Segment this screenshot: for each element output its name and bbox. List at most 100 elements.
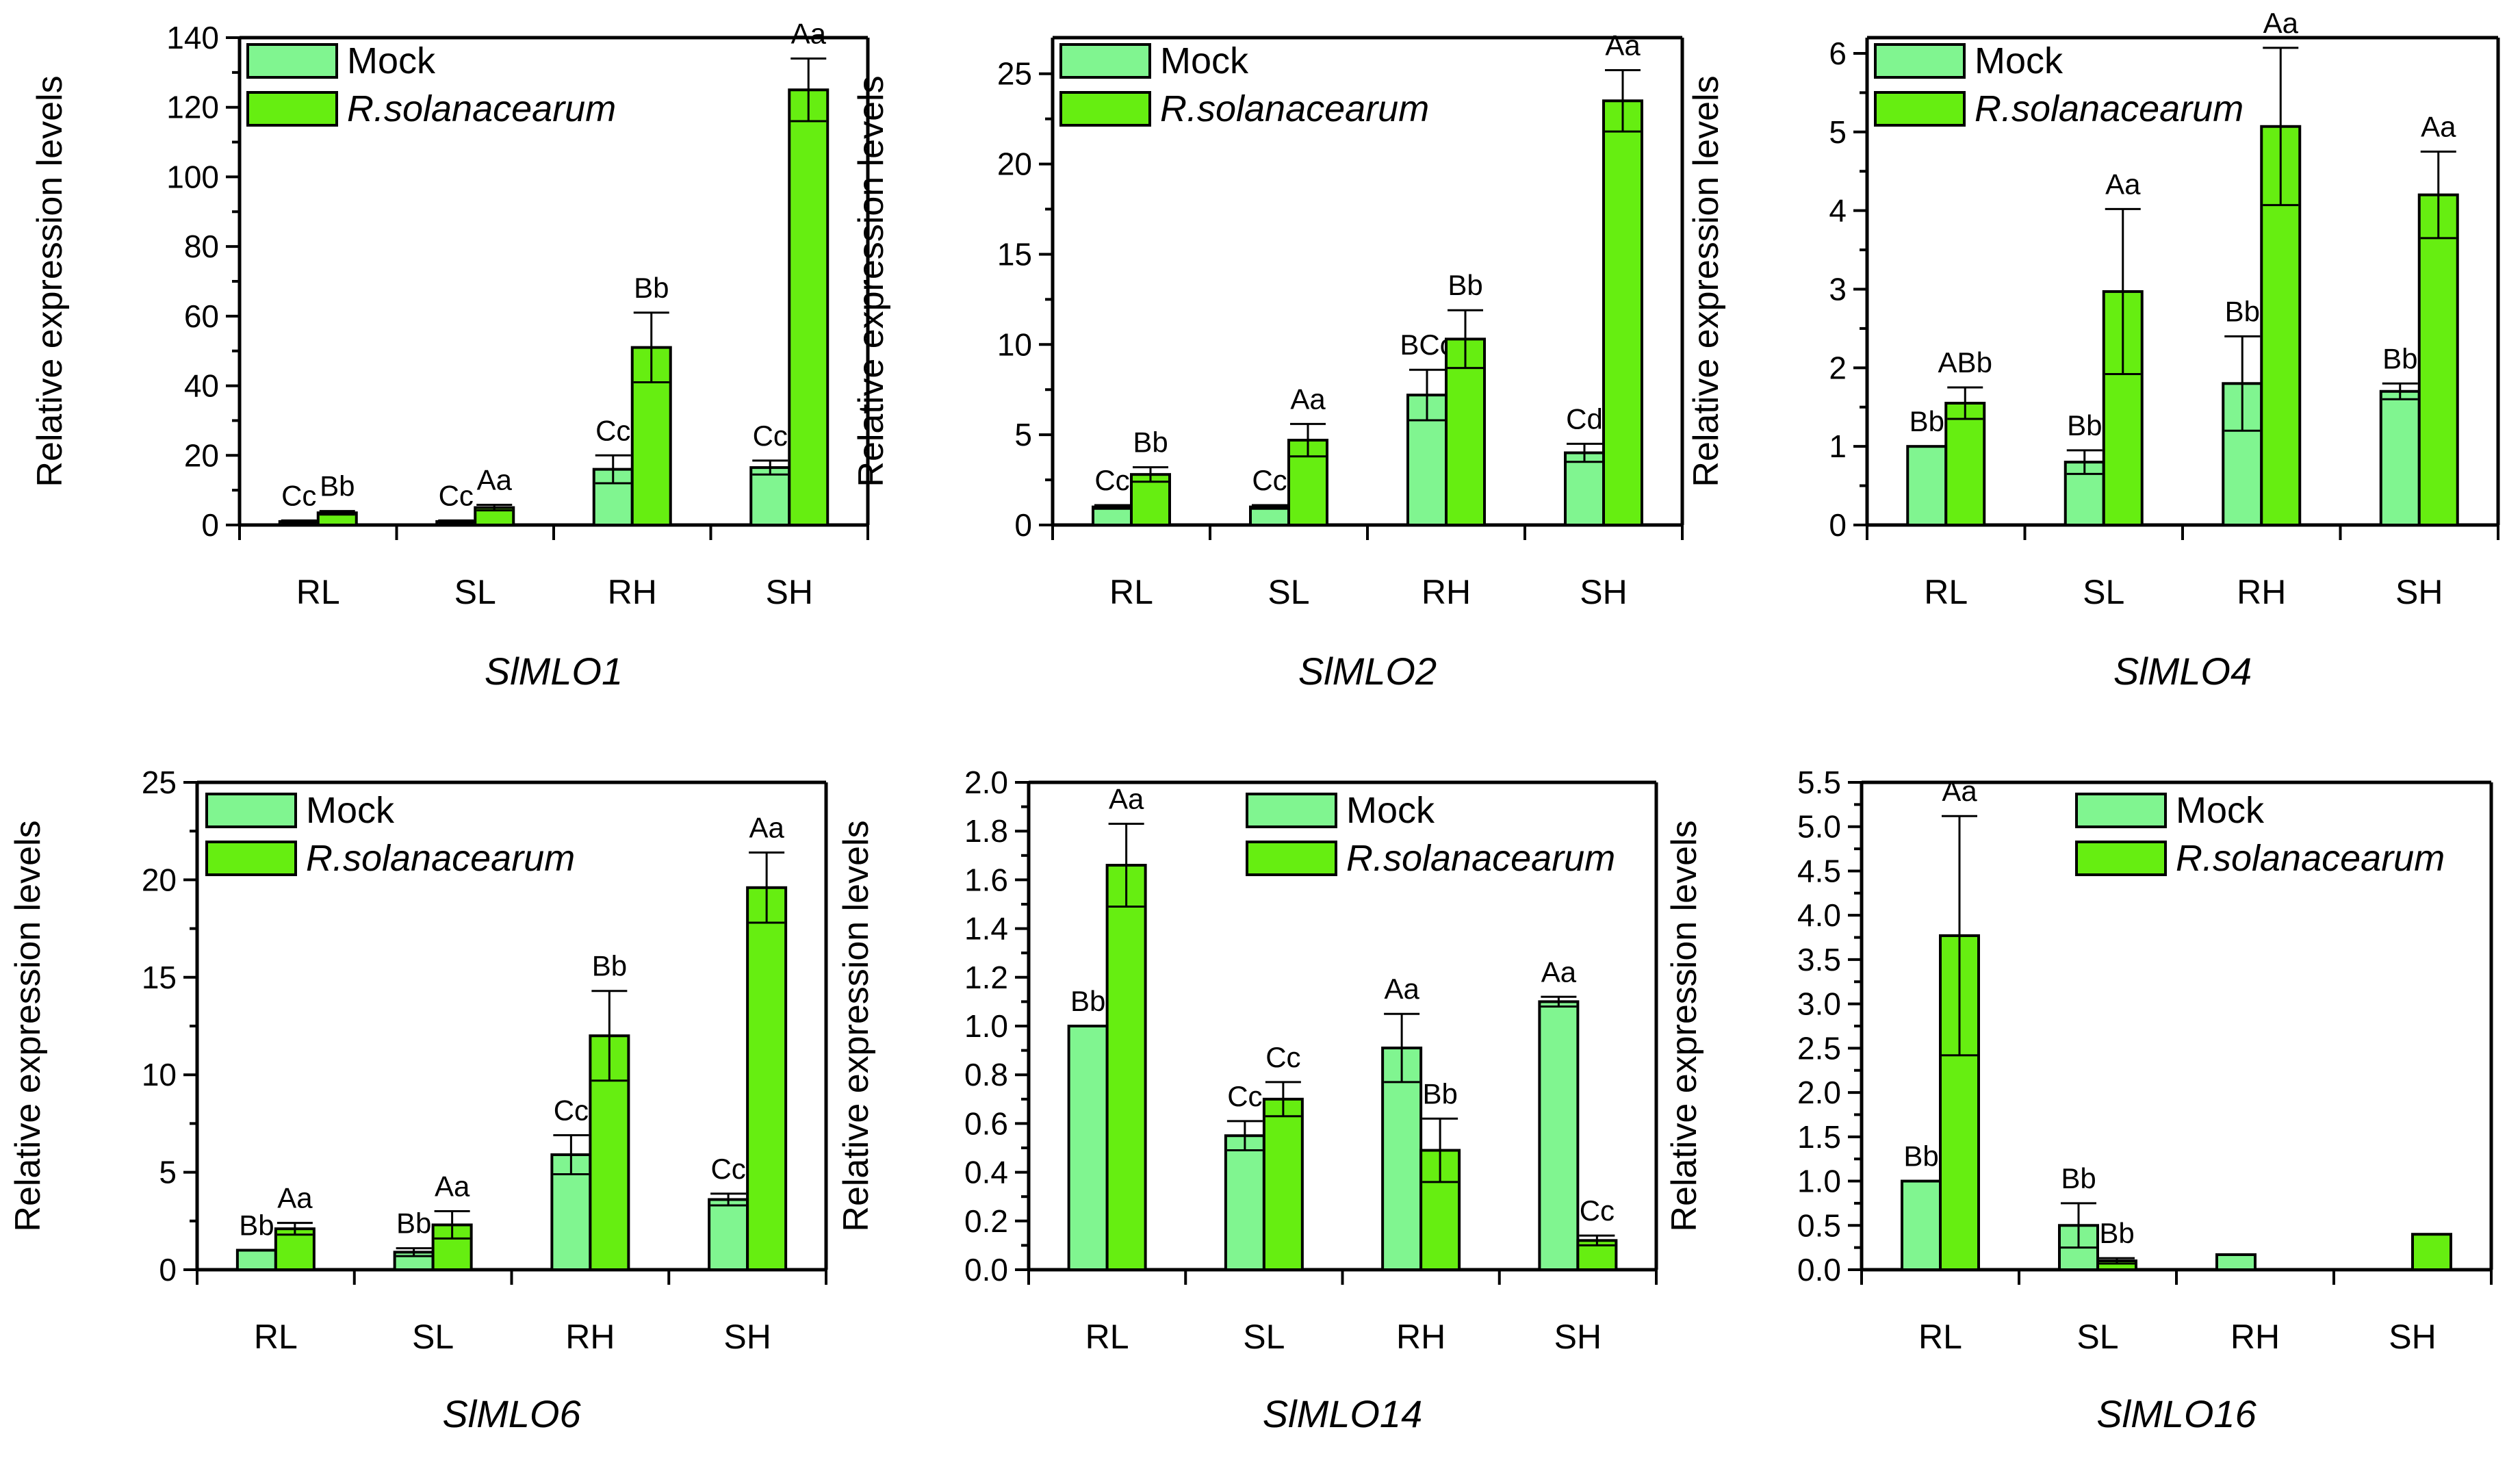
y-tick-label: 0 <box>159 1252 177 1288</box>
bar-mock <box>2215 1253 2257 1271</box>
significance-label: Bb <box>592 950 627 982</box>
significance-label: Aa <box>791 18 827 50</box>
chart-panel: 0 1 2 3 4 5 6 Relative expression levels RL Bb ABb… <box>1686 7 2500 693</box>
legend: Mock R.solanacearum <box>1246 790 1615 879</box>
y-tick-label: 1.0 <box>964 1008 1008 1044</box>
y-axis-label: Relative expression levels <box>8 820 48 1231</box>
legend: Mock R.solanacearum <box>2075 790 2445 879</box>
bar-treatment <box>1105 864 1147 1272</box>
x-tick-label: RH <box>2230 1318 2280 1356</box>
bar-mock <box>2379 389 2421 526</box>
significance-label: Bb <box>1422 1077 1457 1110</box>
bar-mock <box>1381 1047 1423 1272</box>
significance-label: Aa <box>1605 29 1641 61</box>
y-tick-label: 5 <box>1829 114 1847 150</box>
significance-label: Cc <box>439 479 474 511</box>
significance-label: Bb <box>2061 1162 2096 1194</box>
y-tick-label: 4 <box>1829 193 1847 229</box>
legend: Mock R.solanacearum <box>1874 40 2243 129</box>
chart-title: SlMLO16 <box>2096 1392 2257 1435</box>
legend-swatch-treatment <box>1059 91 1151 127</box>
legend-label-treatment: R.solanacearum <box>2176 838 2445 879</box>
y-tick-label: 0.0 <box>1797 1252 1841 1288</box>
bar-mock <box>1067 1025 1109 1271</box>
significance-label: Bb <box>1910 405 1944 437</box>
legend-swatch-mock <box>1874 43 1966 79</box>
bar-mock <box>1906 445 1948 527</box>
y-tick-label: 1.0 <box>1797 1164 1841 1199</box>
y-tick-label: 40 <box>184 368 219 404</box>
y-axis-label: Relative expression levels <box>1664 820 1704 1231</box>
y-tick-label: 25 <box>142 765 177 800</box>
x-tick-label: RL <box>254 1318 298 1356</box>
legend-label-treatment: R.solanacearum <box>347 88 616 129</box>
y-tick-label: 10 <box>142 1057 177 1092</box>
y-tick-label: 5 <box>1014 417 1032 452</box>
significance-label: Cc <box>1580 1194 1615 1227</box>
significance-label: Aa <box>435 1170 470 1203</box>
y-tick-label: 1.6 <box>964 862 1008 897</box>
legend-swatch-treatment <box>246 91 338 127</box>
legend-label-mock: Mock <box>2176 790 2265 831</box>
chart-title: SlMLO2 <box>1298 650 1437 693</box>
significance-label: Cc <box>1094 464 1129 496</box>
bar-treatment <box>1944 402 1986 526</box>
significance-label: Cc <box>1265 1041 1300 1073</box>
bar-mock <box>1224 1134 1265 1271</box>
x-tick-label: SL <box>1268 573 1309 611</box>
y-tick-label: 120 <box>166 90 219 125</box>
y-tick-label: 0.8 <box>964 1057 1008 1092</box>
x-tick-label: RL <box>1918 1318 1962 1356</box>
significance-label: Cc <box>281 479 316 511</box>
y-tick-label: 1.2 <box>964 960 1008 995</box>
bar-treatment <box>2417 193 2459 526</box>
legend: Mock R.solanacearum <box>246 40 616 129</box>
y-tick-label: 0 <box>1829 507 1847 543</box>
legend-swatch-mock <box>2075 793 2167 828</box>
legend-label-mock: Mock <box>1160 40 1249 81</box>
bar-treatment <box>1445 337 1486 526</box>
significance-label: Bb <box>1070 985 1105 1017</box>
x-tick-label: SH <box>2389 1318 2436 1356</box>
significance-label: Bb <box>2225 295 2260 327</box>
significance-label: Aa <box>1109 783 1144 815</box>
significance-label: Aa <box>2421 111 2456 143</box>
y-tick-label: 0.6 <box>964 1105 1008 1141</box>
y-tick-label: 20 <box>997 146 1032 182</box>
significance-label: Aa <box>749 812 784 844</box>
bar-treatment <box>2260 125 2302 526</box>
y-tick-label: 0 <box>1014 507 1032 543</box>
y-tick-label: 3.0 <box>1797 986 1841 1022</box>
y-tick-label: 5.5 <box>1797 765 1841 800</box>
y-axis-label: Relative expression levels <box>30 75 70 487</box>
x-tick-label: SL <box>412 1318 454 1356</box>
bar-mock <box>235 1248 277 1272</box>
x-tick-label: RH <box>2237 573 2286 611</box>
legend-swatch-treatment <box>1874 91 1966 127</box>
x-tick-label: RH <box>1396 1318 1445 1356</box>
significance-label: Bb <box>239 1209 274 1242</box>
bar-mock <box>1901 1179 1942 1271</box>
significance-label: Bb <box>1903 1140 1938 1173</box>
legend-label-mock: Mock <box>1346 790 1435 831</box>
x-tick-label: RL <box>1924 573 1968 611</box>
legend-label-treatment: R.solanacearum <box>306 838 575 879</box>
x-tick-label: RL <box>296 573 340 611</box>
y-tick-label: 1.8 <box>964 813 1008 849</box>
chart-title: SlMLO6 <box>442 1392 581 1435</box>
x-tick-label: SL <box>1243 1318 1285 1356</box>
bar-mock <box>1249 505 1290 527</box>
y-axis-label: Relative expression levels <box>836 820 876 1231</box>
y-axis-label: Relative expression levels <box>1686 75 1726 487</box>
x-tick-label: SH <box>766 573 813 611</box>
significance-label: Aa <box>1541 956 1577 988</box>
bar-treatment <box>2411 1233 2452 1271</box>
significance-label: Cc <box>1252 464 1287 496</box>
legend-swatch-treatment <box>2075 841 2167 876</box>
significance-label: Aa <box>477 464 513 496</box>
legend-swatch-mock <box>205 793 297 828</box>
chart-panel: 0.0 0.2 0.4 0.6 0.8 1.0 1.2 1.4 1.6 1.8 2.0 Relativ… <box>836 765 1658 1435</box>
x-tick-label: SH <box>723 1318 771 1356</box>
bar-treatment <box>630 346 672 526</box>
significance-label: Bb <box>2099 1217 2134 1249</box>
